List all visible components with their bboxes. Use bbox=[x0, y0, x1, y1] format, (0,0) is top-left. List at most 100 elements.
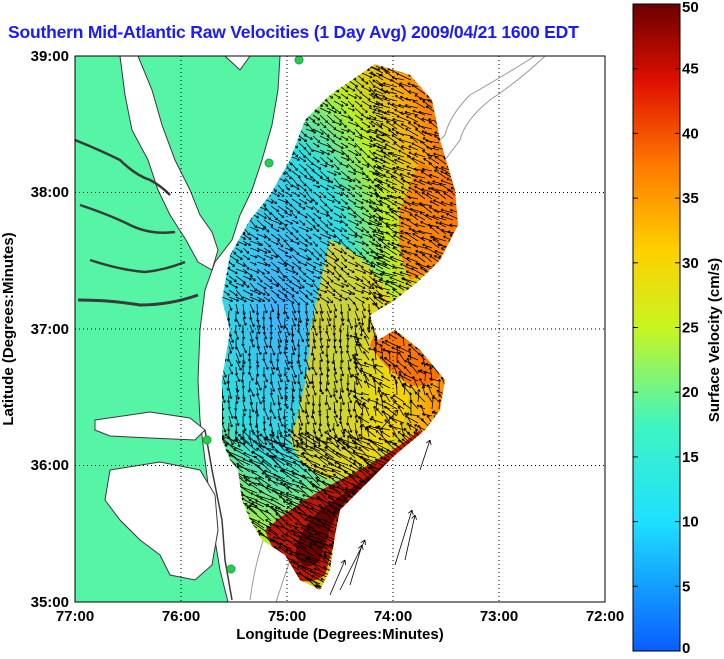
velocity-arrow bbox=[319, 107, 331, 114]
velocity-arrow bbox=[347, 240, 356, 246]
velocity-arrow bbox=[375, 128, 391, 137]
velocity-arrow bbox=[407, 355, 419, 361]
velocity-arrow bbox=[277, 345, 282, 355]
velocity-arrow bbox=[263, 338, 269, 349]
velocity-arrow bbox=[404, 415, 419, 424]
colorbar-tick-label: 15 bbox=[682, 449, 699, 466]
velocity-arrow bbox=[440, 201, 454, 207]
velocity-arrow bbox=[249, 331, 254, 342]
velocity-arrow bbox=[326, 457, 349, 466]
colorbar-tick-label: 35 bbox=[682, 190, 699, 207]
velocity-arrow bbox=[308, 544, 321, 557]
velocity-arrow bbox=[319, 219, 329, 227]
velocity-arrow bbox=[361, 289, 372, 295]
velocity-arrow bbox=[339, 373, 343, 382]
velocity-arrow bbox=[249, 504, 272, 515]
velocity-arrow bbox=[361, 328, 370, 340]
velocity-arrow bbox=[347, 289, 356, 295]
velocity-arrow bbox=[228, 282, 238, 289]
velocity-arrow bbox=[277, 380, 282, 391]
velocity-arrow bbox=[249, 226, 259, 232]
velocity-arrow bbox=[373, 347, 377, 361]
velocity-arrow bbox=[235, 331, 240, 340]
velocity-arrow bbox=[368, 79, 376, 88]
velocity-arrow bbox=[305, 505, 321, 515]
velocity-arrow bbox=[392, 271, 405, 277]
velocity-arrow bbox=[340, 380, 345, 393]
velocity-arrow bbox=[340, 254, 347, 262]
velocity-arrow bbox=[421, 412, 433, 417]
velocity-arrow bbox=[394, 380, 399, 396]
velocity-arrow bbox=[242, 345, 247, 354]
velocity-arrow bbox=[256, 359, 260, 368]
velocity-arrow bbox=[291, 373, 297, 385]
velocity-arrow bbox=[368, 226, 377, 232]
velocity-arrow bbox=[354, 310, 360, 322]
velocity-arrow bbox=[309, 542, 328, 550]
velocity-arrow bbox=[397, 206, 412, 214]
velocity-arrow bbox=[414, 428, 419, 438]
velocity-arrow bbox=[361, 163, 370, 168]
velocity-arrow bbox=[291, 436, 296, 448]
velocity-arrow bbox=[354, 233, 363, 239]
velocity-arrow bbox=[261, 472, 279, 480]
velocity-arrow bbox=[416, 415, 426, 424]
velocity-arrow bbox=[360, 317, 365, 326]
velocity-arrow bbox=[343, 471, 363, 480]
velocity-arrow bbox=[372, 234, 384, 242]
velocity-arrow bbox=[305, 359, 311, 371]
velocity-arrow bbox=[248, 499, 265, 508]
velocity-arrow bbox=[270, 205, 280, 212]
velocity-arrow bbox=[374, 172, 391, 179]
velocity-arrow bbox=[382, 254, 398, 263]
velocity-arrow bbox=[376, 262, 391, 270]
velocity-arrow bbox=[390, 396, 398, 403]
velocity-arrow bbox=[275, 512, 293, 529]
velocity-arrow bbox=[284, 191, 293, 197]
velocity-arrow bbox=[387, 350, 392, 361]
velocity-arrow bbox=[392, 433, 405, 445]
velocity-arrow bbox=[380, 430, 391, 438]
velocity-arrow bbox=[249, 296, 262, 303]
velocity-arrow bbox=[298, 422, 302, 431]
velocity-arrow bbox=[333, 128, 345, 134]
velocity-arrow bbox=[432, 199, 447, 207]
velocity-arrow bbox=[267, 478, 286, 487]
velocity-arrow bbox=[383, 197, 398, 207]
velocity-arrow bbox=[403, 200, 419, 207]
velocity-arrow bbox=[378, 278, 391, 284]
y-tick-label: 38:00 bbox=[31, 184, 69, 201]
velocity-arrow bbox=[244, 503, 258, 515]
velocity-arrow bbox=[429, 173, 440, 179]
colorbar-tick-label: 25 bbox=[682, 320, 699, 337]
velocity-arrow bbox=[228, 345, 233, 354]
velocity-arrow bbox=[319, 240, 330, 247]
velocity-arrow bbox=[312, 387, 317, 396]
velocity-arrow bbox=[242, 289, 254, 296]
velocity-arrow bbox=[228, 454, 251, 466]
velocity-arrow bbox=[305, 177, 316, 182]
velocity-arrow bbox=[242, 401, 247, 412]
velocity-arrow bbox=[242, 422, 247, 432]
velocity-arrow bbox=[326, 261, 337, 269]
plot-frame bbox=[74, 55, 606, 603]
velocity-arrow bbox=[430, 383, 440, 389]
velocity-arrow bbox=[270, 254, 279, 259]
velocity-arrow bbox=[354, 415, 359, 424]
velocity-arrow bbox=[340, 268, 350, 276]
velocity-arrow bbox=[347, 296, 356, 305]
velocity-arrow bbox=[324, 394, 328, 406]
velocity-arrow bbox=[270, 198, 278, 205]
velocity-arrow bbox=[256, 233, 267, 239]
velocity-arrow bbox=[373, 89, 384, 95]
velocity-arrow bbox=[370, 120, 384, 130]
velocity-arrow bbox=[333, 289, 343, 298]
velocity-arrow bbox=[390, 424, 398, 438]
velocity-arrow bbox=[340, 177, 352, 183]
velocity-arrow bbox=[265, 504, 286, 515]
velocity-arrow bbox=[428, 162, 440, 172]
velocity-arrow bbox=[277, 296, 286, 302]
velocity-arrow bbox=[291, 198, 302, 206]
velocity-arrow bbox=[298, 219, 306, 226]
velocity-arrow bbox=[362, 401, 370, 417]
